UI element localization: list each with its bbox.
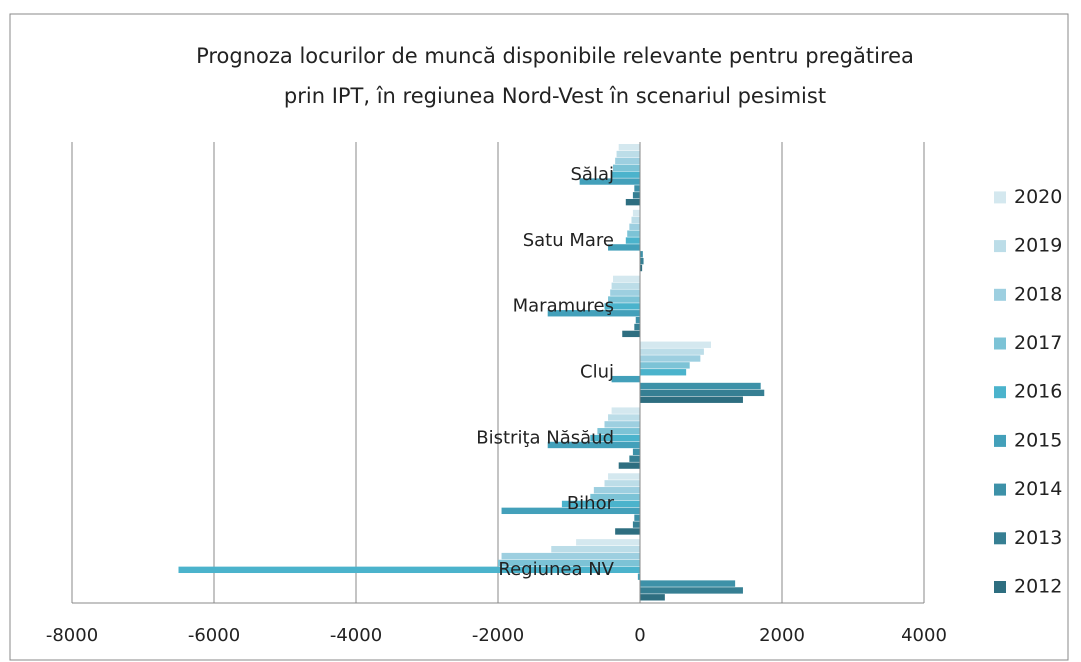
bar (611, 171, 640, 178)
legend-swatch (994, 386, 1006, 399)
legend-swatch (994, 288, 1006, 301)
bar (640, 264, 643, 272)
category-label: Bistriţa Năsăud (476, 427, 614, 448)
bar (625, 198, 640, 206)
bar (611, 375, 640, 383)
legend-swatch (994, 337, 1006, 350)
bar (615, 157, 640, 165)
category-label: Sălaj (571, 164, 615, 185)
bar (622, 330, 640, 338)
bar (640, 251, 643, 258)
bar (597, 428, 640, 435)
bar (608, 244, 640, 251)
bar (547, 310, 640, 317)
bar (640, 369, 687, 376)
legend-label: 2018 (1014, 283, 1062, 305)
bar (640, 594, 665, 601)
bar (640, 382, 761, 390)
bar (579, 178, 640, 185)
x-tick-label: -2000 (472, 625, 524, 646)
bar (610, 289, 640, 296)
bar (629, 223, 640, 230)
bar (634, 514, 640, 521)
bar (640, 389, 765, 397)
bar (615, 528, 640, 535)
bar (634, 185, 640, 192)
frame (9, 13, 1069, 661)
bar (640, 362, 690, 369)
bar (631, 216, 640, 224)
bar (635, 316, 640, 324)
bar (640, 396, 743, 403)
bar (625, 237, 640, 244)
bar (632, 209, 640, 217)
legend-label: 2017 (1014, 332, 1062, 354)
bar (590, 434, 640, 442)
category-label: Cluj (580, 362, 614, 383)
bar (632, 521, 640, 528)
bar (561, 500, 640, 508)
legend-swatch (994, 240, 1006, 253)
bar (593, 487, 640, 494)
legend-swatch (994, 483, 1006, 496)
x-tick-label: 4000 (901, 625, 947, 646)
bar (640, 341, 711, 348)
legend-swatch (994, 191, 1006, 204)
bar (632, 448, 640, 456)
bar (576, 539, 640, 546)
bar (501, 507, 640, 515)
bar (640, 355, 701, 362)
legend-label: 2019 (1014, 235, 1062, 257)
category-label: Satu Mare (523, 230, 614, 251)
bar (632, 192, 640, 199)
bar (613, 275, 640, 283)
legend-label: 2013 (1014, 527, 1062, 549)
bar (608, 296, 640, 303)
legend-swatch (994, 434, 1006, 447)
legend-label: 2020 (1014, 186, 1062, 208)
legend-label: 2014 (1014, 478, 1062, 500)
bar (608, 473, 640, 480)
bar (547, 441, 640, 449)
x-tick-label: -6000 (188, 625, 240, 646)
x-tick-label: -8000 (46, 625, 98, 646)
legend-label: 2016 (1014, 381, 1062, 403)
bar (640, 587, 743, 594)
bar (616, 150, 640, 158)
bar (611, 407, 640, 414)
legend-label: 2015 (1014, 429, 1062, 451)
bar (637, 573, 640, 580)
bar (629, 455, 640, 462)
bar (627, 230, 640, 237)
legend-label: 2012 (1014, 576, 1062, 598)
legend-swatch (994, 532, 1006, 545)
bar (640, 580, 736, 587)
bar (604, 303, 640, 310)
bar (501, 552, 640, 560)
bar (618, 144, 640, 151)
bar (611, 282, 640, 289)
bar (640, 348, 704, 355)
bar (590, 493, 640, 501)
bar (498, 559, 640, 567)
x-tick-label: -4000 (330, 625, 382, 646)
bar (178, 566, 640, 574)
chart-title: prin IPT, în regiunea Nord-Vest în scena… (284, 84, 826, 108)
bar (604, 480, 640, 487)
bar (613, 164, 640, 171)
category-label: Bihor (567, 493, 615, 514)
legend-swatch (994, 581, 1006, 593)
chart-title: Prognoza locurilor de muncă disponibile … (196, 44, 914, 68)
bar (640, 257, 644, 265)
bar (604, 421, 640, 428)
bar (551, 546, 640, 553)
bar (608, 414, 640, 421)
bar (618, 462, 640, 469)
category-label: Regiunea NV (498, 559, 614, 580)
x-tick-label: 2000 (759, 625, 805, 646)
category-label: Maramureş (513, 296, 614, 317)
x-tick-label: 0 (634, 625, 645, 646)
bar (634, 323, 640, 331)
